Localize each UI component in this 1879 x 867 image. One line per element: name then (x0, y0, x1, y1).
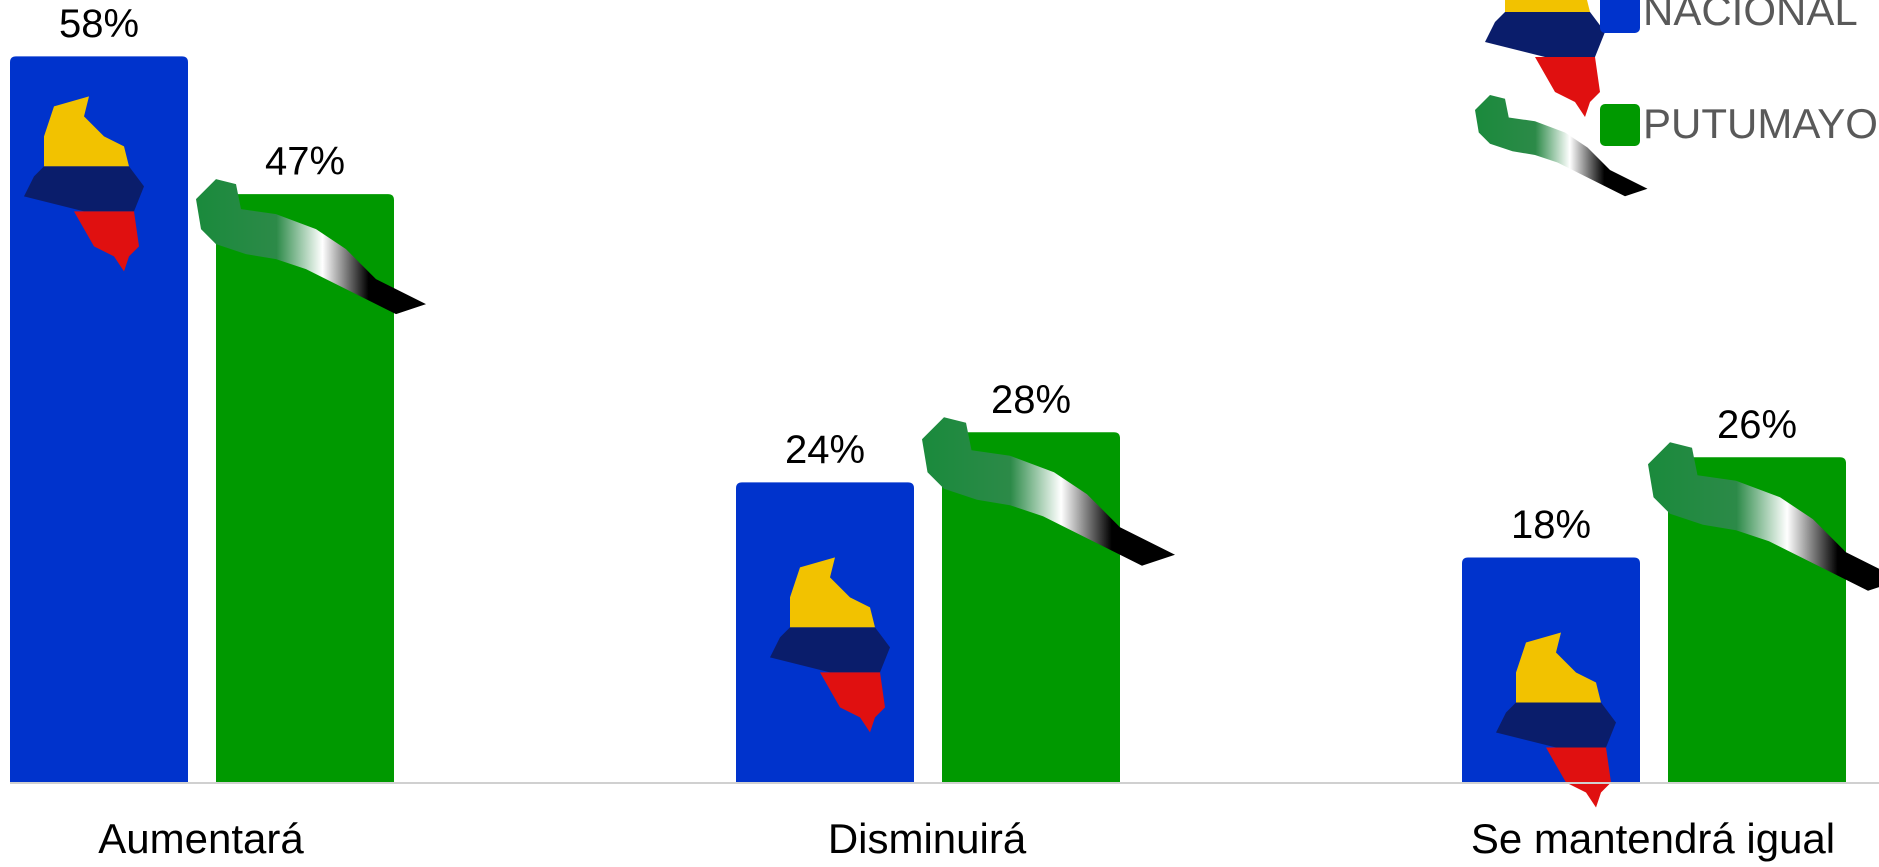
legend-swatch (1600, 104, 1640, 146)
value-label: 28% (991, 378, 1071, 422)
legend-label: PUTUMAYO (1643, 100, 1878, 147)
map-yellow (790, 557, 875, 628)
map-icon (1485, 0, 1605, 117)
value-label: 18% (1511, 503, 1591, 547)
map-blue (24, 166, 144, 212)
map-icon (1475, 95, 1648, 197)
legend-swatch (1600, 0, 1640, 33)
map-blue (1496, 702, 1616, 748)
bar (10, 56, 188, 784)
value-label: 26% (1717, 403, 1797, 447)
map-shape (196, 179, 426, 315)
map-icon (922, 417, 1175, 566)
x-tick-label: Disminuirá (828, 815, 1027, 862)
map-icon (770, 557, 890, 733)
map-red (820, 672, 885, 733)
map-yellow (1516, 632, 1601, 703)
x-tick-label: Se mantendrá igual (1471, 815, 1835, 862)
map-red (1546, 747, 1611, 808)
bar (216, 194, 394, 783)
map-shape (1648, 442, 1879, 591)
map-red (74, 211, 139, 272)
value-label: 58% (59, 2, 139, 46)
map-red (1535, 57, 1600, 117)
map-shape (1475, 95, 1648, 197)
map-icon (24, 96, 144, 272)
map-blue (770, 627, 890, 673)
map-yellow (1505, 0, 1590, 12)
map-shape (922, 417, 1175, 566)
map-icon (1648, 442, 1879, 591)
legend-label: NACIONAL (1643, 0, 1858, 34)
map-yellow (44, 96, 129, 167)
value-label: 47% (265, 140, 345, 184)
map-icon (196, 179, 426, 315)
x-tick-label: Aumentará (98, 815, 304, 862)
map-icon (1496, 632, 1616, 808)
value-label: 24% (785, 428, 865, 472)
map-blue (1485, 12, 1605, 57)
